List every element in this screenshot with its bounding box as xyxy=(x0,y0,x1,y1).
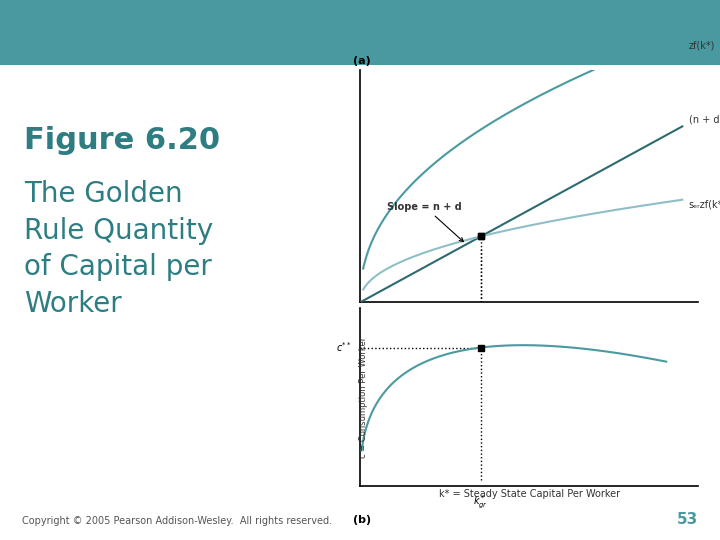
Text: 53: 53 xyxy=(677,511,698,526)
Text: $k^*_{gr}$: $k^*_{gr}$ xyxy=(474,320,488,337)
Text: $c^{**}$: $c^{**}$ xyxy=(336,341,352,354)
Text: Slope = n + d: Slope = n + d xyxy=(387,201,464,241)
Text: c = Consumption Per Worker: c = Consumption Per Worker xyxy=(359,336,368,457)
Text: (n + d)k*: (n + d)k* xyxy=(689,114,720,124)
Text: Figure 6.20: Figure 6.20 xyxy=(24,126,220,156)
Text: (a): (a) xyxy=(354,56,371,65)
Text: (b): (b) xyxy=(354,515,372,525)
Text: $k^*$: $k^*$ xyxy=(675,320,690,336)
Text: $k^*_{gr}$: $k^*_{gr}$ xyxy=(474,494,488,511)
Text: The Golden
Rule Quantity
of Capital per
Worker: The Golden Rule Quantity of Capital per … xyxy=(24,180,214,318)
Text: Copyright © 2005 Pearson Addison-Wesley.  All rights reserved.: Copyright © 2005 Pearson Addison-Wesley.… xyxy=(22,516,332,526)
Text: sₑᵣzf(k*): sₑᵣzf(k*) xyxy=(689,200,720,210)
Text: zf(k*): zf(k*) xyxy=(689,40,715,51)
X-axis label: k* = Steady State Capital Per Worker: k* = Steady State Capital Per Worker xyxy=(438,489,620,499)
